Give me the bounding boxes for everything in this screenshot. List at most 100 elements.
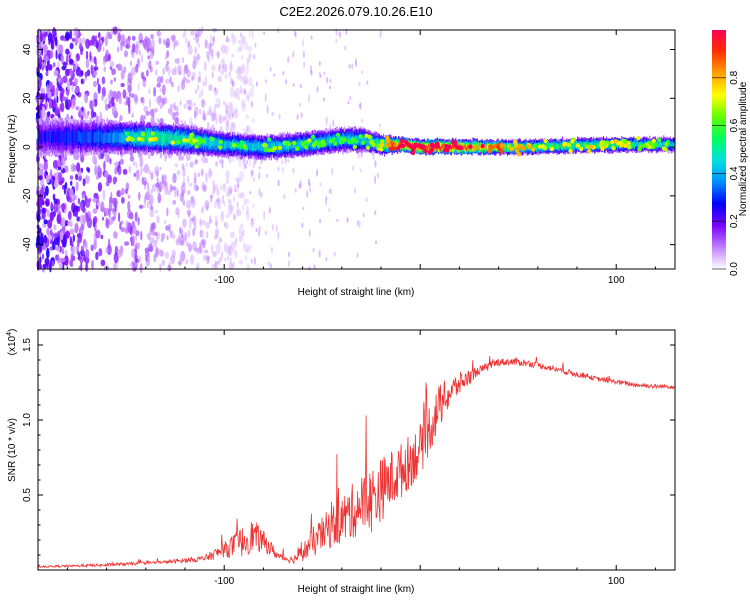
heatmap-cell (153, 86, 157, 97)
heatmap-cell (179, 239, 185, 247)
chart-title: C2E2.2026.079.10.26.E10 (279, 4, 432, 19)
heatmap-cell (268, 141, 270, 149)
heatmap-cell (173, 102, 176, 110)
y-tick-label: 1.0 (22, 413, 33, 427)
heatmap-cell (245, 205, 249, 215)
heatmap-cell (361, 70, 364, 74)
heatmap-cell (52, 175, 55, 187)
snr-frame (37, 329, 676, 571)
heatmap-cell (62, 184, 65, 190)
x-tick-label: 100 (608, 275, 625, 286)
heatmap-cell (226, 111, 231, 119)
heatmap-cell (309, 187, 312, 193)
heatmap-cell (423, 148, 428, 154)
heatmap-cell (672, 142, 675, 148)
heatmap-cell (88, 197, 92, 203)
heatmap-cell (241, 103, 246, 112)
heatmap-cell (118, 95, 122, 105)
heatmap-cell (155, 182, 160, 188)
heatmap-cell (228, 261, 233, 270)
heatmap-cell (187, 175, 190, 184)
heatmap-cell (174, 116, 179, 125)
heatmap-cell (248, 142, 250, 150)
heatmap-cell (124, 241, 130, 246)
heatmap-cell (377, 172, 380, 179)
heatmap-cell (166, 131, 168, 141)
heatmap-cell (251, 169, 254, 176)
heatmap-cell (239, 144, 245, 150)
heatmap-cell (477, 145, 479, 150)
heatmap-cell (301, 222, 304, 228)
heatmap-cell (230, 107, 236, 116)
heatmap-cell (105, 247, 109, 254)
heatmap-cell (239, 85, 242, 94)
heatmap-cell (360, 140, 366, 145)
heatmap-cell (94, 60, 97, 67)
heatmap-cell (55, 86, 59, 98)
heatmap-cell (238, 231, 242, 240)
heatmap-cell (93, 131, 95, 142)
heatmap-cell (190, 198, 196, 208)
heatmap-cell (236, 184, 239, 194)
heatmap-cell (570, 139, 575, 144)
heatmap-cell (303, 144, 309, 150)
heatmap-cell (213, 87, 219, 96)
heatmap-cell (159, 132, 161, 141)
heatmap-cell (137, 82, 140, 92)
heatmap-cell (440, 146, 442, 151)
heatmap-cell (115, 93, 119, 103)
heatmap-cell (176, 57, 180, 65)
heatmap-cell (300, 112, 303, 119)
heatmap-cell (162, 84, 166, 96)
heatmap-cell (86, 130, 88, 142)
heatmap-cell (53, 202, 59, 213)
heatmap-cell (107, 104, 112, 109)
heatmap-cell (205, 221, 210, 229)
heatmap-cell (244, 90, 247, 95)
heatmap-cell (69, 188, 74, 198)
heatmap-cell (124, 131, 130, 136)
heatmap-cell (241, 230, 244, 239)
heatmap-cell (96, 77, 99, 86)
heatmap-cell (379, 147, 384, 152)
heatmap-cell (229, 257, 232, 264)
heatmap-cell (204, 200, 210, 210)
heatmap-cell (401, 143, 406, 149)
heatmap-cell (543, 138, 548, 144)
heatmap-cell (193, 37, 196, 40)
heatmap-cell (50, 132, 53, 144)
heatmap-cell (160, 237, 164, 243)
heatmap-cell (66, 79, 71, 91)
heatmap-cell (211, 244, 214, 254)
heatmap-cell (112, 176, 117, 185)
snr-panel: -100 100 0.51.01.5 Height of straight lin… (6, 329, 676, 595)
heatmap-cell (38, 195, 44, 204)
heatmap-cell (119, 158, 124, 165)
heatmap-cell (156, 96, 161, 104)
heatmap-cell (664, 142, 669, 147)
heatmap-cell (45, 131, 47, 144)
heatmap-cell (263, 143, 268, 148)
y-tick-label: -40 (22, 237, 33, 252)
heatmap-cell (53, 198, 58, 205)
heatmap-cell (245, 65, 249, 75)
heatmap-cell (100, 259, 106, 267)
heatmap-cell (299, 102, 301, 107)
heatmap-cell (55, 132, 57, 144)
heatmap-cell (176, 170, 181, 176)
heatmap-cell (160, 75, 164, 84)
heatmap-cell (636, 136, 641, 141)
heatmap-cell (242, 158, 245, 164)
heatmap-cell (45, 198, 50, 207)
heatmap-cell (320, 143, 325, 148)
heatmap-cell (74, 37, 78, 46)
heatmap-cell (266, 174, 269, 178)
heatmap-cell (139, 157, 144, 167)
heatmap-cell (185, 162, 188, 168)
heatmap-cell (245, 77, 249, 84)
heatmap-cell (242, 204, 245, 211)
heatmap-cell (107, 53, 111, 62)
heatmap-cell (434, 143, 439, 148)
heatmap-cell (385, 135, 390, 141)
y-tick-label: 0.5 (22, 488, 33, 502)
